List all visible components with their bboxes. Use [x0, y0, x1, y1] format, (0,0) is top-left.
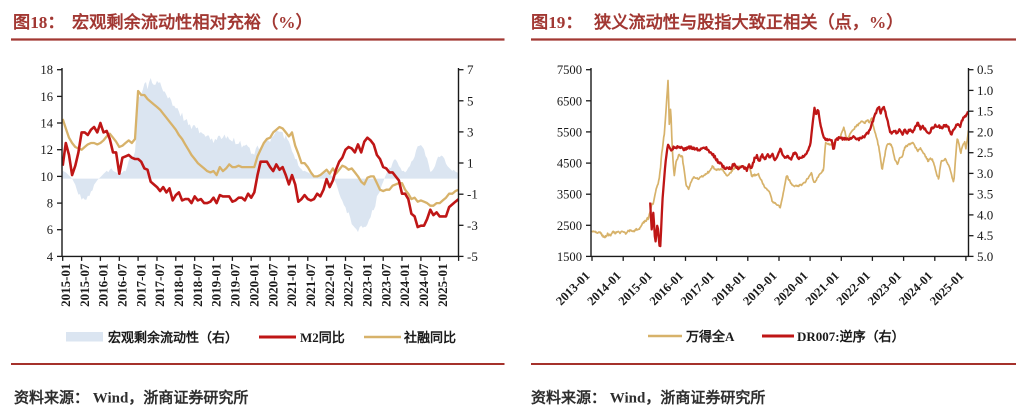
svg-text:10: 10: [40, 170, 53, 184]
svg-text:5500: 5500: [557, 125, 582, 139]
svg-text:5: 5: [467, 93, 474, 108]
svg-text:12: 12: [40, 143, 53, 157]
svg-text:2021-07: 2021-07: [303, 263, 318, 307]
svg-text:万得全A: 万得全A: [685, 329, 735, 344]
svg-text:宏观剩余流动性（右）: 宏观剩余流动性（右）: [108, 330, 238, 345]
svg-text:6500: 6500: [557, 94, 582, 108]
svg-text:2019-01: 2019-01: [209, 264, 224, 307]
svg-text:-5: -5: [467, 249, 478, 264]
svg-text:0.5: 0.5: [977, 62, 993, 77]
svg-text:2015-01: 2015-01: [58, 264, 73, 307]
svg-text:3500: 3500: [557, 188, 582, 202]
svg-text:2025-01: 2025-01: [435, 264, 450, 307]
svg-text:M2同比: M2同比: [300, 330, 345, 345]
svg-text:2.0: 2.0: [977, 124, 993, 139]
svg-text:宏观剩余流动性相对充裕（%）: 宏观剩余流动性相对充裕（%）: [72, 12, 313, 32]
svg-text:2024-07: 2024-07: [416, 263, 431, 307]
svg-text:2019-07: 2019-07: [228, 263, 243, 307]
svg-text:2500: 2500: [557, 219, 582, 233]
svg-text:2.5: 2.5: [977, 145, 993, 160]
svg-text:1500: 1500: [557, 250, 582, 264]
svg-text:-3: -3: [467, 218, 478, 233]
svg-text:7: 7: [467, 62, 474, 77]
svg-text:2016-07: 2016-07: [115, 263, 130, 307]
svg-text:2018-01: 2018-01: [171, 264, 186, 307]
svg-text:4: 4: [47, 250, 54, 264]
svg-text:8: 8: [47, 197, 53, 211]
svg-text:2017-07: 2017-07: [152, 263, 167, 307]
svg-text:2020-07: 2020-07: [265, 263, 280, 307]
svg-text:资料来源： Wind，浙商证券研究所: 资料来源： Wind，浙商证券研究所: [531, 389, 765, 407]
svg-text:2023-07: 2023-07: [378, 263, 393, 307]
svg-text:2023-01: 2023-01: [360, 264, 375, 307]
svg-text:4.0: 4.0: [977, 207, 993, 222]
svg-text:1.0: 1.0: [977, 83, 993, 98]
svg-text:DR007:逆序（右）: DR007:逆序（右）: [797, 329, 905, 344]
svg-text:2022-01: 2022-01: [322, 264, 337, 307]
svg-text:2016-01: 2016-01: [96, 264, 111, 307]
svg-text:2021-01: 2021-01: [284, 264, 299, 307]
svg-text:6: 6: [47, 223, 53, 237]
svg-text:3: 3: [467, 124, 474, 139]
svg-text:2015-07: 2015-07: [77, 263, 92, 307]
svg-text:4500: 4500: [557, 157, 582, 171]
svg-text:4.5: 4.5: [977, 228, 993, 243]
svg-text:图18：: 图18：: [13, 13, 65, 32]
svg-text:16: 16: [40, 90, 53, 104]
svg-text:2022-07: 2022-07: [341, 263, 356, 307]
svg-text:资料来源： Wind，浙商证券研究所: 资料来源： Wind，浙商证券研究所: [14, 389, 248, 407]
svg-text:狭义流动性与股指大致正相关（点，%）: 狭义流动性与股指大致正相关（点，%）: [593, 12, 903, 32]
svg-text:图19：: 图19：: [531, 13, 583, 32]
svg-text:5.0: 5.0: [977, 249, 993, 264]
svg-text:2018-07: 2018-07: [190, 263, 205, 307]
svg-text:社融同比: 社融同比: [403, 330, 456, 345]
svg-text:3.5: 3.5: [977, 187, 993, 202]
svg-text:18: 18: [40, 63, 53, 77]
svg-text:1: 1: [467, 156, 474, 171]
svg-text:3.0: 3.0: [977, 166, 993, 181]
svg-text:2024-01: 2024-01: [397, 264, 412, 307]
svg-text:-1: -1: [467, 187, 478, 202]
svg-text:7500: 7500: [557, 63, 582, 77]
svg-text:2020-01: 2020-01: [246, 264, 261, 307]
svg-text:14: 14: [40, 117, 53, 131]
svg-text:2017-01: 2017-01: [133, 264, 148, 307]
svg-text:1.5: 1.5: [977, 104, 993, 119]
